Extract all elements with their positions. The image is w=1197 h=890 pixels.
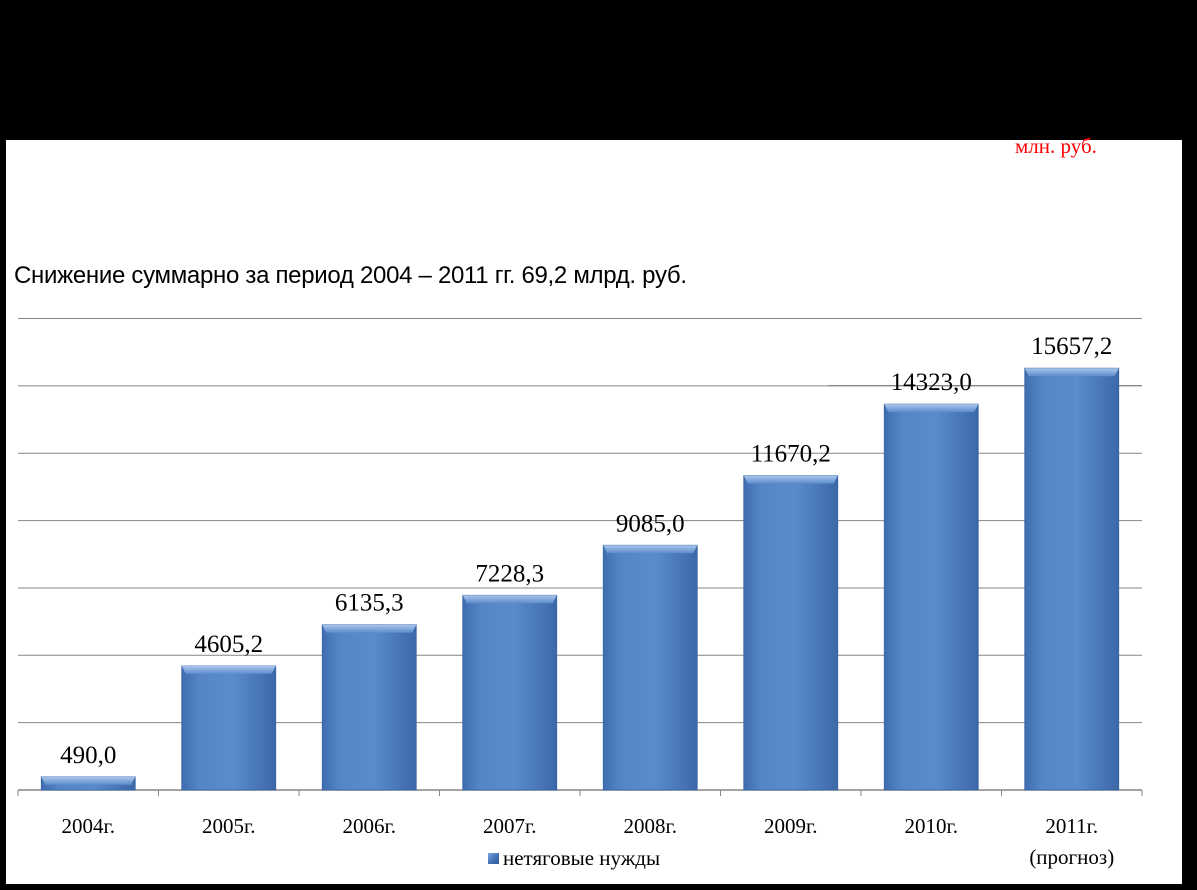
bar-cap-2005г. [181,665,276,674]
category-label-2011г.: 2011г. [1045,814,1098,838]
total-reduction-annotation: Снижение суммарно за период 2004 – 2011 … [14,262,687,289]
value-labels: 490,0 4605,2 6135,3 7228,3 9085,0 11670,2 1432… [60,333,1112,769]
value-label-2006г.: 6135,3 [335,590,404,617]
bar-2005г. [181,665,277,791]
bars [40,367,1120,791]
value-label-2007г.: 7228,3 [475,560,544,587]
category-label-2007г.: 2007г. [483,814,537,838]
value-label-2011г.: 15657,2 [1031,333,1112,360]
value-label-2009г.: 11670,2 [751,441,831,468]
category-label-2006г.: 2006г. [343,814,397,838]
value-label-2004г.: 490,0 [60,742,116,769]
bar-cap-2011г. [1024,368,1119,377]
bar-cap-2004г. [41,776,136,785]
bar-2006г. [321,624,417,791]
bar-2011г. [1024,367,1120,791]
category-sublabel-2011г.: (прогноз) [1029,845,1114,869]
category-label-2010г.: 2010г. [905,814,959,838]
legend-label: нетяговые нужды [503,845,661,870]
value-label-2008г.: 9085,0 [616,510,685,537]
legend: нетяговые нужды [488,846,660,870]
category-label-2009г.: 2009г. [764,814,818,838]
bar-2009г. [743,475,839,791]
bar-cap-2008г. [603,545,698,554]
value-label-2010г.: 14323,0 [891,369,972,396]
legend-swatch [488,852,499,864]
bar-cap-2009г. [743,475,838,484]
unit-label: млн. руб. [1015,134,1097,158]
bar-cap-2006г. [322,624,417,633]
category-label-2004г.: 2004г. [62,814,116,838]
bar-2007г. [462,594,558,791]
category-label-2005г.: 2005г. [202,814,256,838]
bar-cap-2010г. [884,404,979,413]
category-labels: 2004г. 2005г. 2006г. 2007г. 2008г. 2009г. 2010… [62,814,1115,869]
bar-cap-2007г. [462,595,557,604]
value-label-2005г.: 4605,2 [194,631,263,658]
category-label-2008г.: 2008г. [624,814,678,838]
bar-2008г. [602,544,698,791]
bar-2010г. [883,403,979,791]
